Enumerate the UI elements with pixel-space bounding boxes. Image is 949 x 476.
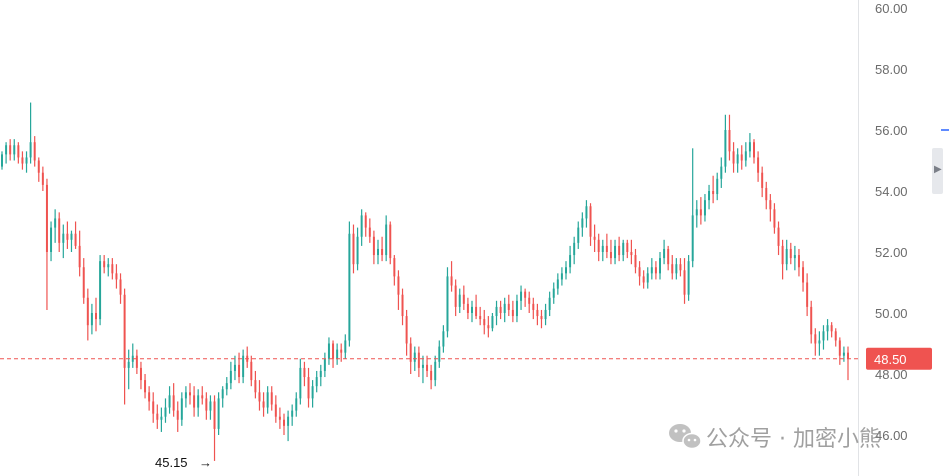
y-axis[interactable]: 60.00 58.00 56.00 54.00 52.00 50.00 48.00 46.00: [875, 1, 908, 443]
candles: [1, 102, 849, 461]
y-tick-label: 46.00: [875, 428, 908, 443]
y-tick-label: 58.00: [875, 62, 908, 77]
side-panel-toggle[interactable]: ▶: [932, 148, 943, 194]
current-price-label: 48.50: [874, 352, 907, 367]
low-arrow-icon: →: [199, 455, 212, 470]
chevron-right-icon: ▶: [934, 164, 942, 175]
y-tick-label: 52.00: [875, 245, 908, 260]
current-price-tag: 48.50: [866, 347, 932, 370]
low-marker: 45.15 →: [155, 455, 212, 470]
current-price-tag-bg: [866, 347, 932, 370]
y-tick-label: 50.00: [875, 306, 908, 321]
y-tick-label: 48.00: [875, 367, 908, 382]
watermark: 公众号 · 加密小熊: [669, 424, 881, 452]
y-tick-label: 54.00: [875, 184, 908, 199]
low-price-label: 45.15: [155, 455, 188, 470]
watermark-text: 公众号 · 加密小熊: [706, 427, 881, 452]
wechat-icon: [669, 424, 702, 450]
y-tick-label: 60.00: [875, 1, 908, 16]
y-tick-label: 56.00: [875, 123, 908, 138]
